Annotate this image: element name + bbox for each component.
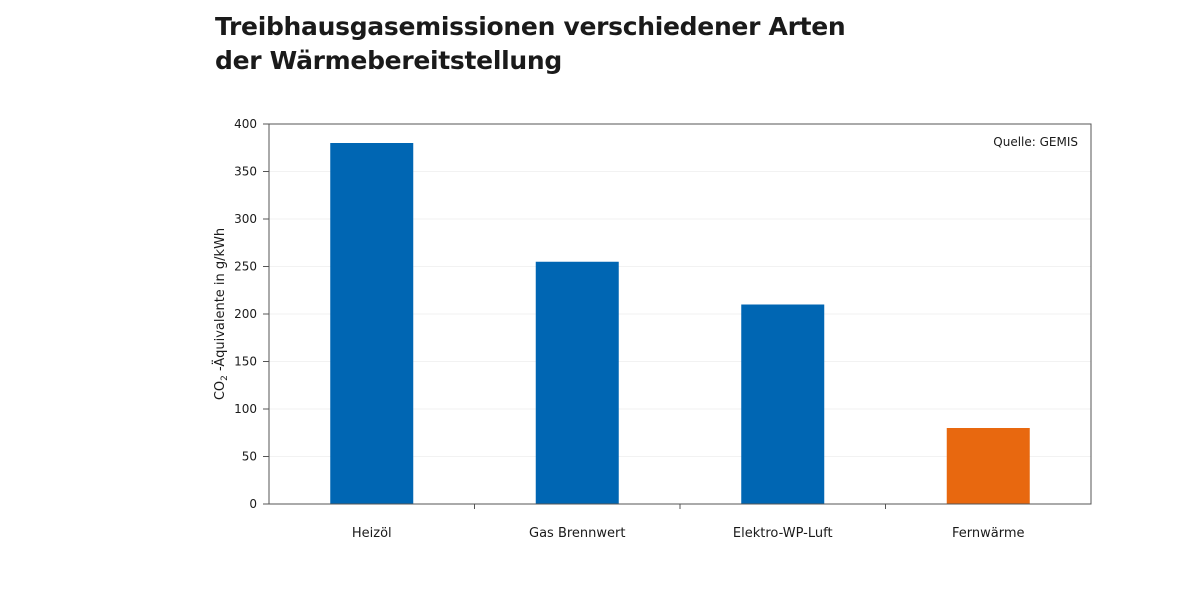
- y-axis-label-subscript: 2: [220, 375, 230, 381]
- y-tick-label: 150: [234, 355, 257, 369]
- x-axis-ticks: Heizöl Gas Brennwert Elektro-WP-Luft Fernwä…: [352, 504, 1025, 541]
- bar: [330, 143, 414, 504]
- source-annotation: Quelle: GEMIS: [993, 135, 1078, 149]
- x-tick-label: Heizöl: [352, 526, 392, 541]
- y-tick-label: 400: [234, 117, 257, 131]
- x-tick-label: Elektro-WP-Luft: [733, 526, 833, 541]
- y-axis-ticks: 0 50 100 150 200 250 300 350 400: [234, 117, 269, 511]
- bar: [741, 304, 825, 504]
- y-tick-label: 100: [234, 402, 257, 416]
- y-tick-label: 50: [242, 450, 257, 464]
- chart-title-line-1: Treibhausgasemissionen verschiedener Art…: [215, 12, 846, 41]
- chart-title-line-2: der Wärmebereitstellung: [215, 46, 562, 75]
- y-tick-label: 0: [249, 497, 257, 511]
- bar: [946, 428, 1030, 504]
- y-axis-label: CO2 -Äquivalente in g/kWh: [212, 228, 230, 400]
- x-tick-label: Fernwärme: [952, 526, 1025, 541]
- x-tick-label: Gas Brennwert: [529, 526, 625, 541]
- y-axis-label-rest: -Äquivalente in g/kWh: [212, 228, 228, 375]
- y-tick-label: 250: [234, 260, 257, 274]
- y-tick-label: 350: [234, 165, 257, 179]
- bars: [330, 143, 1030, 504]
- y-tick-label: 300: [234, 212, 257, 226]
- bar: [535, 261, 619, 504]
- y-tick-label: 200: [234, 307, 257, 321]
- y-axis-label-co: CO: [213, 381, 228, 400]
- chart-title: Treibhausgasemissionen verschiedener Art…: [215, 10, 846, 78]
